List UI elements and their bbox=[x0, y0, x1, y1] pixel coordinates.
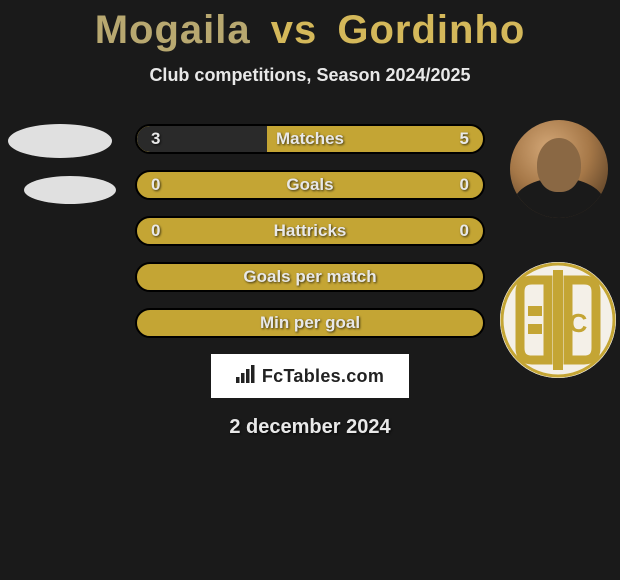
vs-label: vs bbox=[271, 8, 318, 52]
stat-value-right: 5 bbox=[460, 129, 469, 149]
stat-label: Hattricks bbox=[137, 221, 483, 241]
stat-label: Matches bbox=[137, 129, 483, 149]
player2-avatar bbox=[510, 120, 608, 218]
stat-value-right: 0 bbox=[460, 175, 469, 195]
stat-row: Goals per match bbox=[135, 262, 485, 292]
stat-row: Min per goal bbox=[135, 308, 485, 338]
player1-avatar-placeholder bbox=[8, 124, 112, 158]
stat-row: 0Goals0 bbox=[135, 170, 485, 200]
svg-text:C: C bbox=[569, 308, 588, 338]
watermark-bars-icon bbox=[236, 355, 256, 399]
player2-club-badge: C bbox=[500, 262, 616, 378]
stat-rows: 3Matches50Goals00Hattricks0Goals per mat… bbox=[135, 124, 485, 338]
stat-label: Min per goal bbox=[137, 313, 483, 333]
watermark-text: FcTables.com bbox=[262, 366, 384, 386]
stat-row: 0Hattricks0 bbox=[135, 216, 485, 246]
player1-club-placeholder bbox=[24, 176, 116, 204]
stat-row: 3Matches5 bbox=[135, 124, 485, 154]
watermark: FcTables.com bbox=[211, 354, 409, 398]
content-area: C 3Matches50Goals00Hattricks0Goals per m… bbox=[0, 124, 620, 439]
club-badge-icon: C bbox=[500, 262, 616, 378]
player2-name: Gordinho bbox=[337, 8, 525, 52]
stat-label: Goals per match bbox=[137, 267, 483, 287]
subtitle: Club competitions, Season 2024/2025 bbox=[0, 65, 620, 86]
player1-name: Mogaila bbox=[95, 8, 251, 52]
stat-value-right: 0 bbox=[460, 221, 469, 241]
date-label: 2 december 2024 bbox=[0, 416, 620, 439]
stat-label: Goals bbox=[137, 175, 483, 195]
comparison-title: Mogaila vs Gordinho bbox=[0, 0, 620, 53]
